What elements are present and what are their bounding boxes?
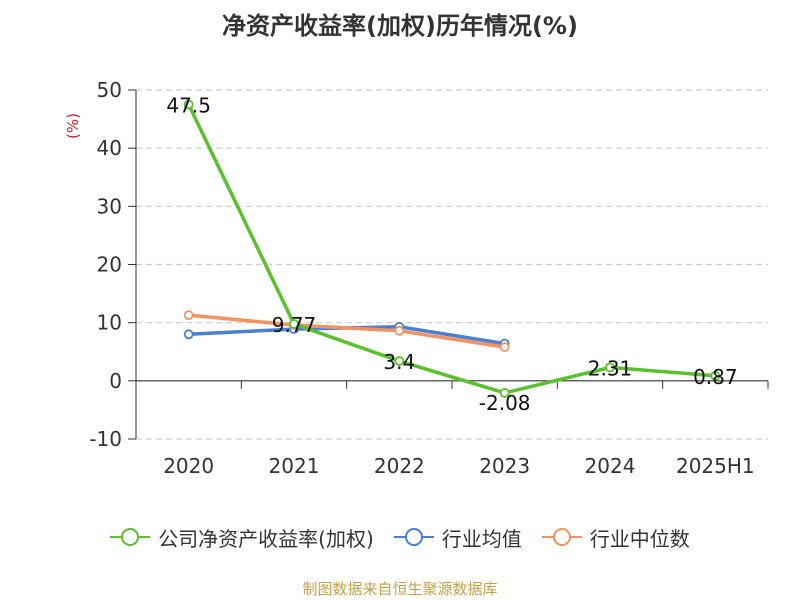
series-line: [188, 313, 505, 349]
y-tick-label: 30: [97, 194, 122, 218]
source-footer: 制图数据来自恒生聚源数据库: [302, 580, 498, 598]
data-point: [289, 319, 299, 329]
y-tick-label: 0: [109, 369, 122, 393]
legend-swatch-icon: [110, 528, 151, 546]
legend-swatch-marker: [552, 528, 571, 546]
data-point: [710, 370, 721, 381]
data-label: -2.08: [479, 391, 531, 415]
legend-swatch-marker: [121, 528, 140, 546]
y-tick-label: 40: [97, 136, 122, 160]
legend-swatch-icon: [541, 528, 582, 546]
y-tick-label: 50: [97, 78, 122, 102]
chart-legend: 公司净资产收益率(加权) 行业均值 行业中位数: [0, 522, 800, 552]
data-point: [499, 342, 510, 352]
data-label: 9.77: [272, 313, 317, 337]
data-point: [183, 99, 194, 110]
x-tick-label: 2022: [374, 454, 425, 478]
legend-item[interactable]: 行业均值: [393, 523, 522, 552]
data-label: 3.4: [383, 350, 415, 374]
y-tick-label: -10: [89, 427, 122, 451]
y-axis-label: (%): [64, 113, 82, 139]
data-label: 0.87: [693, 365, 738, 389]
legend-label: 公司净资产收益率(加权): [158, 526, 374, 551]
legend-item[interactable]: 行业中位数: [541, 523, 690, 552]
data-label: 47.5: [166, 94, 211, 118]
data-label: 2.31: [588, 356, 633, 380]
y-tick-label: 10: [97, 311, 122, 335]
series-line: [187, 103, 716, 395]
x-tick-label: 2021: [269, 454, 320, 478]
data-point: [394, 325, 405, 336]
data-point: [183, 329, 194, 340]
x-tick-label: 2025H1: [676, 454, 755, 478]
legend-label: 行业均值: [441, 526, 522, 551]
data-point: [499, 388, 510, 398]
legend-item[interactable]: 公司净资产收益率(加权): [110, 523, 374, 552]
y-tick-label: 20: [97, 253, 122, 277]
data-point: [183, 310, 194, 321]
x-tick-label: 2024: [585, 454, 636, 478]
chart-title: 净资产收益率(加权)历年情况(%): [222, 12, 578, 40]
legend-label: 行业中位数: [589, 526, 690, 551]
x-tick-label: 2020: [163, 454, 214, 478]
legend-swatch-marker: [404, 528, 423, 546]
data-point: [605, 362, 615, 373]
legend-swatch-icon: [393, 528, 434, 546]
x-tick-label: 2023: [479, 454, 530, 478]
data-point: [394, 356, 405, 366]
